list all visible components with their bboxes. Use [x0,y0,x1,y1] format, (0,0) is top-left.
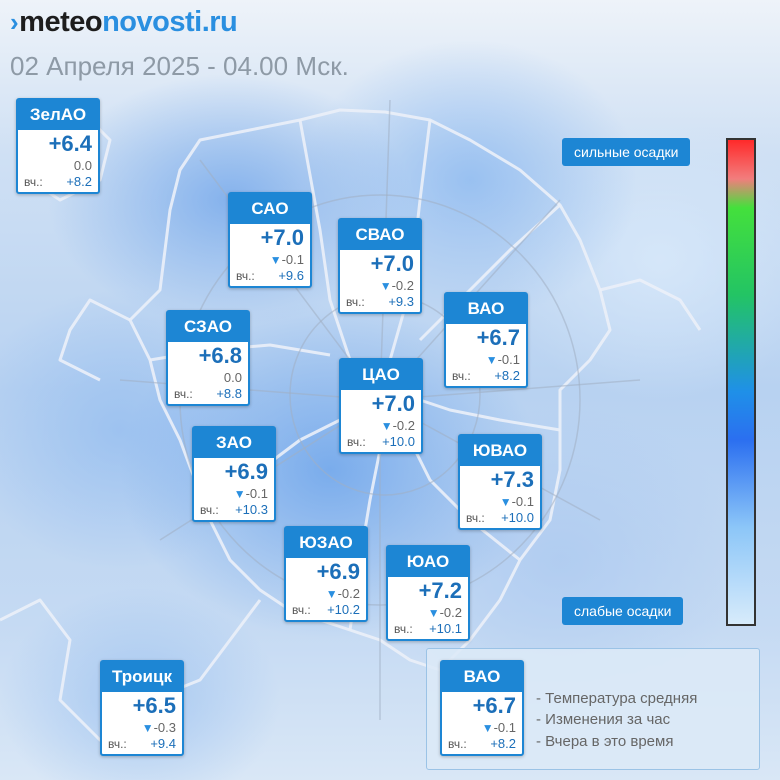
yesterday-temp: +10.0 [382,434,415,449]
heavy-precip-label: сильные осадки [562,138,691,166]
district-card-zelao[interactable]: ЗелАО +6.4 0.0 вч.: +8.2 [16,98,100,194]
yesterday-temp: +8.2 [494,368,520,383]
district-change: 0.0 [223,370,242,385]
trend-down-icon: ▼ [141,721,154,735]
district-temp: +6.9 [224,459,268,484]
yesterday-label: вч.: [292,603,311,617]
yesterday-label: вч.: [448,737,467,751]
yesterday-temp: +10.3 [235,502,268,517]
district-name: ЮЗАО [286,528,366,558]
yesterday-label: вч.: [200,503,219,517]
district-card-yuzao[interactable]: ЮЗАО +6.9 ▼-0.2 вч.: +10.2 [284,526,368,622]
district-name: САО [230,194,310,224]
trend-down-icon: ▼ [233,487,246,501]
district-change: ▼-0.2 [427,605,462,620]
district-temp: +7.0 [260,225,304,250]
district-name: ВАО [446,294,526,324]
logo-text-meteo: meteo [19,6,103,38]
district-temp: +6.5 [132,693,176,718]
key-line-hourly-change: - Изменения за час [536,711,671,728]
district-name: Троицк [102,662,182,692]
precipitation-color-scale [726,138,756,626]
trend-down-icon: ▼ [380,419,393,433]
forecast-datetime: 02 Апреля 2025 - 04.00 Мск. [10,51,349,81]
district-card-svao[interactable]: СВАО +7.0 ▼-0.2 вч.: +9.3 [338,218,422,314]
district-card-tsao[interactable]: ЦАО +7.0 ▼-0.2 вч.: +10.0 [339,358,423,454]
site-logo[interactable]: ›meteonovosti.ru [10,6,238,39]
district-change: ▼-0.1 [481,720,516,735]
key-line-yesterday: - Вчера в это время [536,733,674,750]
district-temp: +7.0 [370,251,414,276]
district-change: ▼-0.2 [379,278,414,293]
yesterday-temp: +9.3 [388,294,414,309]
key-line-avg-temp: - Температура средняя [536,690,698,707]
district-change: ▼-0.1 [499,494,534,509]
district-name: СВАО [340,220,420,250]
district-name: ЮВАО [460,436,540,466]
yesterday-label: вч.: [347,435,366,449]
district-change: ▼-0.3 [141,720,176,735]
trend-down-icon: ▼ [485,353,498,367]
district-temp: +6.7 [476,325,520,350]
yesterday-label: вч.: [346,295,365,309]
district-change: ▼-0.1 [485,352,520,367]
district-change: 0.0 [73,158,92,173]
trend-down-icon: ▼ [269,253,282,267]
yesterday-temp: +9.4 [150,736,176,751]
district-temp: +6.4 [48,131,92,156]
district-temp: +7.0 [371,391,415,416]
yesterday-temp: +8.2 [490,736,516,751]
district-temp: +6.8 [198,343,242,368]
yesterday-label: вч.: [394,622,413,636]
light-precip-label: слабые осадки [562,597,684,625]
district-change: ▼-0.1 [269,252,304,267]
yesterday-temp: +8.2 [66,174,92,189]
yesterday-temp: +8.8 [216,386,242,401]
district-card-sao[interactable]: САО +7.0 ▼-0.1 вч.: +9.6 [228,192,312,288]
trend-down-icon: ▼ [481,721,494,735]
logo-chevron-icon: › [10,7,19,37]
district-temp: +6.7 [472,693,516,718]
yesterday-label: вч.: [236,269,255,283]
district-change: ▼-0.1 [233,486,268,501]
yesterday-label: вч.: [24,175,43,189]
trend-down-icon: ▼ [427,606,440,620]
district-temp: +7.3 [490,467,534,492]
district-temp: +7.2 [418,578,462,603]
trend-down-icon: ▼ [499,495,512,509]
yesterday-label: вч.: [452,369,471,383]
district-card-troitsk[interactable]: Троицк +6.5 ▼-0.3 вч.: +9.4 [100,660,184,756]
district-name: ЦАО [341,360,421,390]
district-name: ВАО [442,662,522,692]
yesterday-label: вч.: [174,387,193,401]
yesterday-temp: +10.1 [429,621,462,636]
logo-text-novosti: novosti.ru [102,6,238,38]
yesterday-label: вч.: [466,511,485,525]
yesterday-label: вч.: [108,737,127,751]
district-name: СЗАО [168,312,248,342]
district-card-yuao[interactable]: ЮАО +7.2 ▼-0.2 вч.: +10.1 [386,545,470,641]
yesterday-temp: +9.6 [278,268,304,283]
district-name: ЗелАО [18,100,98,130]
yesterday-temp: +10.2 [327,602,360,617]
district-card-szao[interactable]: СЗАО +6.8 0.0 вч.: +8.8 [166,310,250,406]
district-name: ЗАО [194,428,274,458]
district-change: ▼-0.2 [325,586,360,601]
district-card-zao[interactable]: ЗАО +6.9 ▼-0.1 вч.: +10.3 [192,426,276,522]
district-name: ЮАО [388,547,468,577]
district-temp: +6.9 [316,559,360,584]
district-change: ▼-0.2 [380,418,415,433]
trend-down-icon: ▼ [379,279,392,293]
trend-down-icon: ▼ [325,587,338,601]
key-sample-card: ВАО +6.7 ▼-0.1 вч.: +8.2 [440,660,524,756]
yesterday-temp: +10.0 [501,510,534,525]
district-card-yuvao[interactable]: ЮВАО +7.3 ▼-0.1 вч.: +10.0 [458,434,542,530]
district-card-vao[interactable]: ВАО +6.7 ▼-0.1 вч.: +8.2 [444,292,528,388]
